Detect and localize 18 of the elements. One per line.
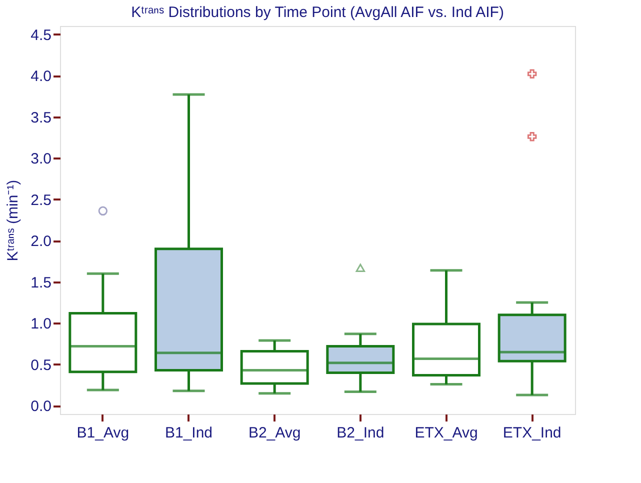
y-axis-title: Kᵗʳᵃⁿˢ (min⁻¹): [4, 180, 22, 262]
y-tick-label: 3.5: [30, 109, 52, 126]
y-tick-label: 0.5: [30, 356, 52, 374]
x-tick-label: B1_Ind: [164, 424, 213, 442]
x-tick-label: B2_Ind: [336, 424, 384, 442]
x-tick-label: ETX_Ind: [502, 424, 562, 442]
y-tick-label: 1.5: [30, 274, 52, 292]
y-tick-label: 4.5: [30, 26, 52, 44]
chart-title: Kᵗʳᵃⁿˢ Distributions by Time Point (AvgAll AIF vs. Ind AIF): [131, 4, 504, 21]
x-tick-label: B2_Avg: [248, 424, 301, 442]
y-tick-label: 4.0: [30, 68, 52, 86]
y-tick-label: 2.0: [30, 233, 52, 250]
y-tick-label: 1.0: [30, 316, 52, 333]
y-tick-label: 3.0: [30, 150, 52, 168]
x-tick-label: B1_Avg: [76, 424, 130, 442]
y-tick-label: 0.0: [30, 398, 52, 416]
y-tick-label: 2.5: [30, 192, 52, 209]
x-tick-label: ETX_Avg: [414, 424, 478, 442]
